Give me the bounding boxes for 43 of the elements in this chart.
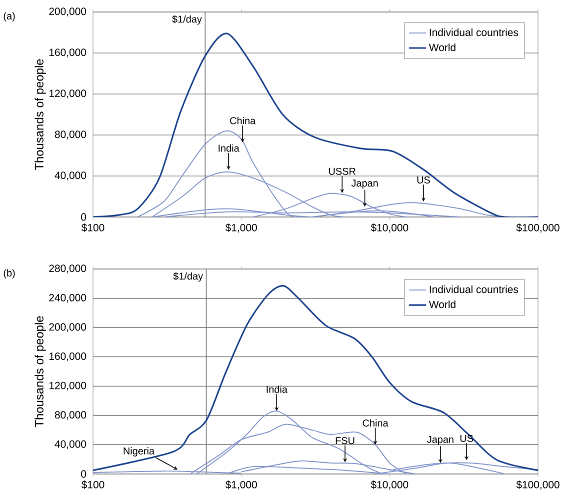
- annotation: Japan: [427, 436, 454, 445]
- annotation: India: [266, 386, 288, 393]
- annotation: Nigeria: [124, 447, 155, 456]
- y-tick-label: 240,000: [49, 294, 86, 303]
- annotation: China: [230, 116, 256, 124]
- annotation: India: [218, 144, 240, 152]
- text: (a): [4, 12, 15, 22]
- ref-line-label: $1/day: [173, 272, 204, 282]
- y-tick-label: 80,000: [54, 130, 86, 140]
- y-tick-label: 120,000: [49, 382, 86, 390]
- y-axis-title: Thousands of people: [34, 59, 46, 170]
- legend-label: Individual countries: [430, 28, 518, 36]
- x-tick-label: $100: [81, 480, 104, 489]
- y-tick-label: 0: [81, 470, 86, 478]
- y-tick-label: 0: [81, 213, 86, 221]
- y-axis-title: Thousands of people: [34, 316, 46, 428]
- ref-line-label: $1/day: [172, 15, 202, 25]
- legend-label: Individual countries: [430, 285, 518, 294]
- y-tick-label: 200,000: [49, 323, 86, 332]
- annotation: FSU: [336, 437, 354, 444]
- y-tick-label: 120,000: [49, 90, 86, 98]
- y-tick-label: 40,000: [54, 440, 86, 450]
- x-tick-label: $1,000: [225, 480, 257, 490]
- x-tick-label: $100,000: [516, 224, 560, 233]
- y-tick-label: 160,000: [49, 48, 86, 58]
- annotation: US: [417, 176, 430, 184]
- y-tick-label: 160,000: [49, 352, 86, 362]
- x-tick-label: $1,000: [225, 224, 257, 233]
- x-tick-label: $10,000: [370, 480, 408, 490]
- annotation: Japan: [351, 180, 378, 189]
- legend-label: World: [428, 300, 456, 308]
- x-tick-label: $100,000: [516, 480, 560, 490]
- y-tick-label: 40,000: [54, 172, 86, 180]
- legend-label: World: [428, 43, 456, 52]
- annotation: China: [362, 419, 388, 427]
- annotation: USSR: [329, 168, 356, 175]
- y-tick-label: 200,000: [49, 8, 86, 16]
- annotation: US: [460, 434, 474, 442]
- y-tick-label: 80,000: [54, 411, 86, 420]
- text: (b): [4, 269, 15, 278]
- x-tick-label: $10,000: [370, 224, 408, 233]
- y-tick-label: 280,000: [49, 264, 86, 274]
- x-tick-label: $100: [81, 224, 104, 232]
